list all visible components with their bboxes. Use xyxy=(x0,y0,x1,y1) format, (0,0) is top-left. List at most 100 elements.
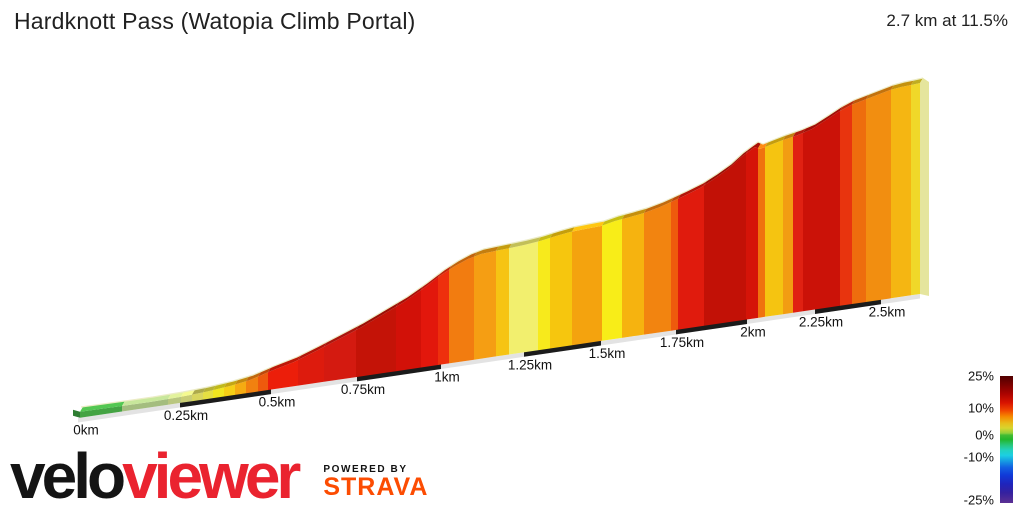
profile-top-strip xyxy=(758,142,768,149)
profile-segment xyxy=(224,384,235,397)
page-title: Hardknott Pass (Watopia Climb Portal) xyxy=(14,8,416,34)
veloviewer-logo-velo: velo xyxy=(10,440,126,512)
profile-top-strip xyxy=(181,389,195,397)
profile-top-strip xyxy=(538,232,553,242)
strava-logo[interactable]: POWERED BY STRAVA xyxy=(323,464,428,500)
profile-segment xyxy=(538,237,550,351)
profile-top-strip xyxy=(891,80,914,90)
profile-segment xyxy=(678,185,704,330)
profile-end-cap xyxy=(920,78,929,296)
profile-top-strip xyxy=(840,99,855,111)
profile-segment xyxy=(246,376,258,394)
profile-segment xyxy=(203,390,213,400)
gradient-legend-bar xyxy=(1000,376,1013,503)
profile-segment xyxy=(213,387,224,399)
profile-top-strip xyxy=(793,127,806,137)
profile-segment xyxy=(181,394,192,403)
distance-axis-labels: 0km 0.25km 0.5km 0.75km 1km 1.25km 1.5km 1.75km… xyxy=(73,305,905,438)
profile-segment xyxy=(671,198,678,331)
distance-label: 1.25km xyxy=(508,357,552,372)
profile-segment xyxy=(758,147,765,318)
profile-segment xyxy=(168,396,181,405)
tick-bar xyxy=(524,340,601,357)
profile-segment xyxy=(438,269,449,365)
profile-segment xyxy=(496,248,509,357)
profile-segment xyxy=(474,250,496,360)
profile-top-strip xyxy=(298,341,327,360)
profile-segment xyxy=(746,147,758,320)
profile-top-highlight xyxy=(80,77,924,408)
profile-segment xyxy=(449,256,474,364)
profile-top-strip xyxy=(746,142,761,154)
tick-bar xyxy=(676,319,747,335)
gradient-legend-label: 25% xyxy=(968,369,994,384)
veloviewer-logo-viewer: viewer xyxy=(122,440,301,512)
profile-segment xyxy=(356,306,396,378)
profile-top-strip xyxy=(246,371,261,382)
profile-top-strip xyxy=(192,387,206,395)
profile-top-strip xyxy=(852,94,869,105)
profile-segment xyxy=(866,89,891,302)
profile-segment xyxy=(268,360,298,390)
profile-start-cap xyxy=(73,409,80,418)
profile-segment xyxy=(396,290,421,372)
profile-top-strip xyxy=(496,243,512,251)
profile-top-strip xyxy=(572,220,605,232)
profile-top-strip xyxy=(258,367,271,377)
profile-top-strip xyxy=(783,131,796,140)
profile-top-strip xyxy=(449,251,477,270)
profile-segment xyxy=(258,372,268,392)
profile-top-strip xyxy=(866,84,894,100)
distance-label: 0km xyxy=(73,423,99,438)
gradient-legend-label: 10% xyxy=(968,400,994,415)
profile-segment xyxy=(550,231,572,349)
distance-label: 0.5km xyxy=(259,395,296,410)
distance-label: 2.5km xyxy=(869,305,906,320)
footer: veloviewer POWERED BY STRAVA xyxy=(10,444,428,508)
profile-segment xyxy=(793,132,803,313)
profile-top-strip xyxy=(765,135,786,147)
profile-top-strip xyxy=(213,382,227,391)
climb-summary: 2.7 km at 11.5% xyxy=(886,11,1008,30)
gradient-legend-label: -10% xyxy=(964,450,995,465)
gradient-legend-label: 0% xyxy=(975,428,994,443)
profile-top-strip xyxy=(203,385,216,393)
profile-top-strip xyxy=(268,355,301,373)
gradient-legend-label: -25% xyxy=(964,492,995,507)
profile-top-strip xyxy=(235,376,249,385)
distance-label: 1.5km xyxy=(589,346,626,361)
profile-segment xyxy=(421,277,438,368)
distance-label: 0.75km xyxy=(341,382,385,397)
profile-top-strip xyxy=(80,401,125,412)
profile-top-strip xyxy=(324,325,359,347)
profile-segment xyxy=(840,104,852,306)
profile-segment xyxy=(602,219,622,341)
profile-top-strip xyxy=(704,148,749,186)
profile-segment xyxy=(803,110,840,312)
profile-top-strip xyxy=(122,394,171,406)
profile-top-strip xyxy=(168,391,184,399)
tick-bar xyxy=(815,299,881,314)
distance-label: 2.25km xyxy=(799,314,843,329)
powered-by-label: POWERED BY xyxy=(323,464,408,475)
profile-segment xyxy=(644,202,671,335)
profile-segment xyxy=(891,85,911,299)
profile-segment xyxy=(235,381,246,395)
profile-segment xyxy=(80,406,122,418)
veloviewer-logo[interactable]: veloviewer xyxy=(10,444,301,508)
profile-segment xyxy=(852,99,866,304)
profile-top-strip xyxy=(602,214,625,226)
profile-top-strip xyxy=(550,226,575,238)
profile-top-strip xyxy=(438,264,452,278)
distance-label: 1.75km xyxy=(660,335,704,350)
profile-segment xyxy=(783,136,793,315)
distance-label: 1km xyxy=(434,370,460,385)
profile-segment xyxy=(622,213,644,338)
profile-top-strip xyxy=(356,301,399,331)
profile-top-strip xyxy=(671,193,681,202)
profile-segment xyxy=(572,225,602,346)
tick-bar xyxy=(357,364,441,382)
profile-segment xyxy=(704,153,746,326)
profile-segment xyxy=(122,399,168,412)
